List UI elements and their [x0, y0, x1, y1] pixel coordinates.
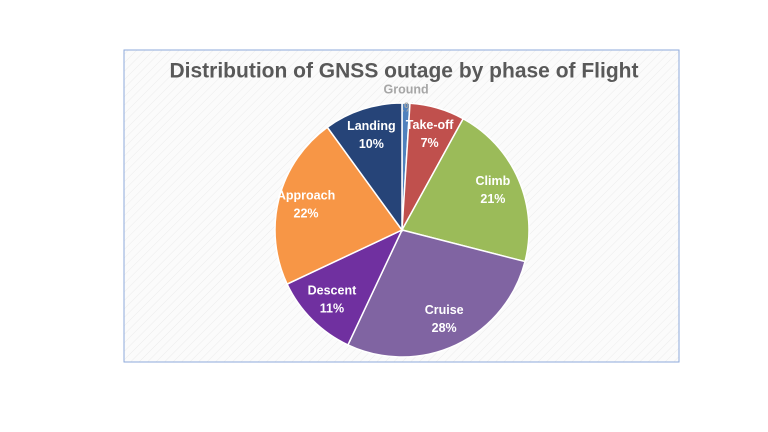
pie-slice [286, 228, 404, 346]
slice-category-label: Cruise [425, 303, 464, 317]
pie-slice [326, 102, 403, 233]
slice-category-label: Approach [277, 189, 335, 203]
slice-value-label: 28% [432, 321, 457, 335]
slice-category-label: Descent [308, 283, 357, 297]
slice-category-label: Take-off [406, 118, 455, 132]
slice-value-label: 7% [421, 136, 439, 150]
slice-value-label: 21% [480, 192, 505, 206]
slice-category-label: Ground [384, 83, 429, 97]
slice-category-label: Climb [476, 174, 511, 188]
slice-value-label: 11% [320, 301, 344, 315]
slice-value-label: 22% [294, 207, 319, 221]
pie-slice [346, 229, 526, 358]
chart-title: Distribution of GNSS outage by phase of … [170, 60, 639, 83]
pie-slice [400, 117, 530, 263]
slice-category-label: Landing [347, 119, 396, 133]
slice-value-label: 10% [359, 137, 384, 151]
pie-slice [274, 126, 404, 286]
